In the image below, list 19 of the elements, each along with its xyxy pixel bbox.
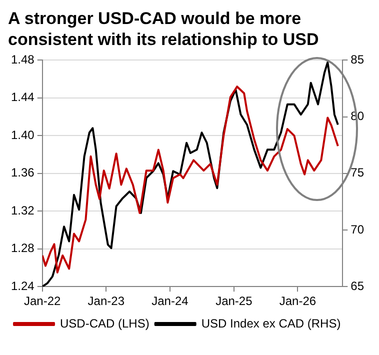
chart-title: A stronger USD-CAD would be more consistent with its relationship to USD: [8, 8, 320, 50]
x-tick-label: Jan-26: [279, 294, 316, 308]
y-tick-label: 1.48: [10, 52, 35, 67]
x-tick-label: Jan-24: [152, 294, 189, 308]
y-tick-label: 1.32: [10, 203, 35, 218]
y2-tick-label: 65: [350, 278, 364, 293]
x-tick-label: Jan-23: [88, 294, 125, 308]
legend-label: USD-CAD (LHS): [60, 316, 150, 330]
y-tick-label: 1.28: [10, 241, 35, 256]
y2-tick-label: 85: [350, 52, 364, 67]
x-tick-label: Jan-25: [216, 294, 253, 308]
y-tick-label: 1.44: [10, 90, 35, 104]
legend-label: USD Index ex CAD (RHS): [201, 316, 341, 330]
y2-tick-label: 75: [350, 166, 364, 180]
y-tick-label: 1.40: [10, 128, 35, 142]
x-tick-label: Jan-22: [24, 294, 62, 308]
y2-tick-label: 70: [350, 222, 364, 236]
y-tick-label: 1.24: [10, 278, 35, 293]
y-tick-label: 1.36: [10, 166, 35, 180]
